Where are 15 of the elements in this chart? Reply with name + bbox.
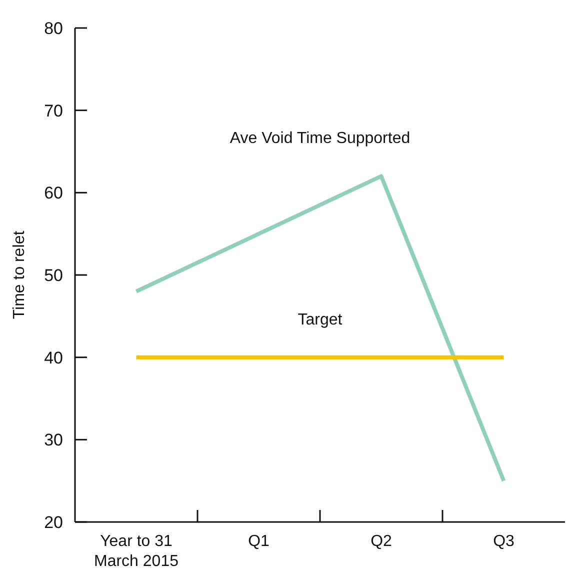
y-tick-label: 50: [44, 266, 63, 285]
y-tick-label: 40: [44, 348, 63, 368]
y-tick-label: 20: [44, 513, 63, 532]
series-label: Target: [298, 311, 343, 328]
y-axis-title: Time to relet: [11, 230, 28, 320]
x-tick-label: Q2: [370, 533, 392, 550]
y-tick-label: 60: [44, 184, 63, 203]
x-tick-label: Year to 31 March 2015: [94, 533, 179, 570]
y-tick-label: 70: [44, 101, 63, 120]
y-tick-label: 30: [44, 430, 63, 450]
y-tick-label: 80: [44, 19, 63, 38]
line-series: [134, 174, 506, 483]
x-tick-label: Q3: [493, 533, 515, 550]
text: Ave Void Time Supported: [230, 130, 410, 148]
x-tick-label: Q1: [248, 533, 270, 550]
